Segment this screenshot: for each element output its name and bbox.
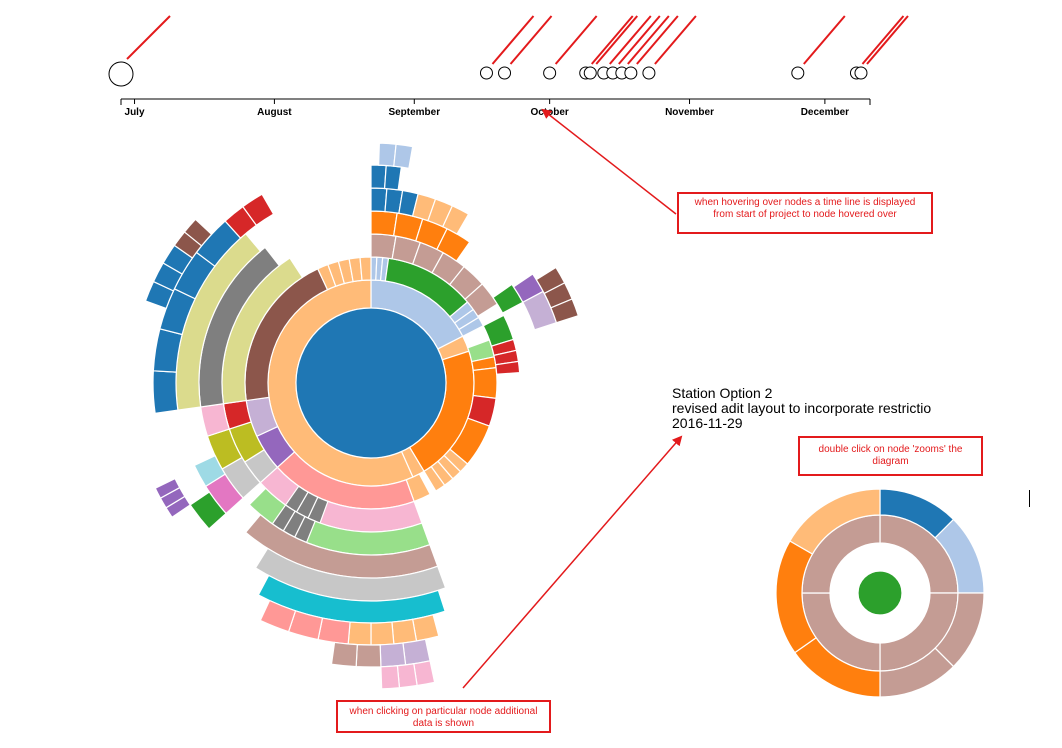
timeline-tick-label: December bbox=[801, 107, 849, 118]
timeline-event-flag bbox=[654, 15, 697, 65]
sunburst-node[interactable] bbox=[152, 370, 179, 415]
timeline-event[interactable] bbox=[606, 15, 661, 80]
sunburst-node[interactable] bbox=[391, 618, 418, 645]
sunburst-node[interactable] bbox=[379, 642, 407, 668]
timeline-tick-label: August bbox=[257, 107, 292, 118]
timeline-tick-label: November bbox=[665, 107, 714, 118]
sunburst-node[interactable] bbox=[494, 360, 521, 375]
arrow-click bbox=[462, 435, 683, 689]
sunburst-node[interactable] bbox=[458, 316, 485, 338]
text-cursor bbox=[1029, 490, 1030, 507]
timeline-event-marker[interactable] bbox=[108, 61, 134, 87]
sunburst-node[interactable] bbox=[370, 187, 388, 213]
sunburst-node[interactable] bbox=[259, 599, 297, 633]
sunburst-node[interactable] bbox=[377, 142, 397, 167]
sunburst-node[interactable] bbox=[370, 164, 387, 190]
sunburst-node[interactable] bbox=[396, 663, 418, 689]
timeline-events bbox=[108, 15, 909, 87]
timeline-event[interactable] bbox=[642, 15, 697, 80]
timeline-event-flag bbox=[491, 15, 535, 65]
sunburst-node[interactable] bbox=[347, 621, 372, 646]
timeline-ticks: July August September October November Decemb… bbox=[125, 99, 849, 118]
timeline-event-marker[interactable] bbox=[624, 66, 638, 80]
sunburst-node[interactable] bbox=[317, 617, 351, 645]
sunburst-main[interactable] bbox=[144, 142, 580, 690]
timeline-event-flag bbox=[554, 15, 598, 65]
node-info-title: Station Option 2 bbox=[672, 385, 773, 401]
node-info-description: revised adit layout to incorporate restr… bbox=[672, 400, 931, 416]
timeline-event-flag bbox=[595, 15, 639, 65]
timeline-event-flag bbox=[861, 15, 905, 65]
node-info-date: 2016-11-29 bbox=[672, 415, 743, 431]
timeline-event[interactable] bbox=[597, 15, 652, 80]
timeline: July August September October November Decemb… bbox=[108, 15, 909, 118]
timeline-event-flag bbox=[609, 15, 652, 65]
timeline-event-marker[interactable] bbox=[642, 66, 656, 80]
sunburst-node[interactable] bbox=[383, 164, 403, 191]
sunburst-node[interactable] bbox=[411, 614, 440, 642]
timeline-event[interactable] bbox=[498, 15, 553, 80]
timeline-event-flag bbox=[126, 15, 171, 60]
sunburst-node[interactable] bbox=[423, 465, 446, 492]
timeline-event-marker[interactable] bbox=[479, 66, 493, 80]
timeline-event[interactable] bbox=[854, 15, 909, 80]
timeline-event-marker[interactable] bbox=[543, 66, 557, 80]
timeline-event-marker[interactable] bbox=[854, 66, 868, 80]
sunburst-node[interactable] bbox=[441, 204, 470, 235]
timeline-event-marker[interactable] bbox=[498, 66, 512, 80]
zoom-root-node[interactable] bbox=[857, 570, 903, 616]
annotation-dblclick: double click on node 'zooms' the diagram bbox=[798, 436, 983, 476]
sunburst-node[interactable] bbox=[464, 283, 499, 318]
timeline-event-flag bbox=[509, 15, 553, 65]
timeline-event-flag bbox=[618, 15, 661, 65]
sunburst-node[interactable] bbox=[472, 366, 498, 400]
timeline-event[interactable] bbox=[615, 15, 670, 80]
sunburst-node[interactable] bbox=[242, 193, 275, 227]
timeline-tick-label: September bbox=[388, 107, 440, 118]
annotation-click: when clicking on particular node additio… bbox=[336, 700, 551, 733]
annotation-arrows bbox=[462, 108, 683, 689]
sunburst-zoomed[interactable] bbox=[775, 486, 985, 698]
sunburst-node[interactable] bbox=[193, 454, 226, 488]
arrow-hover bbox=[541, 108, 677, 215]
timeline-event-flag bbox=[590, 15, 634, 65]
timeline-event-flag bbox=[866, 15, 909, 65]
sunburst-node[interactable] bbox=[370, 621, 395, 646]
timeline-event-marker[interactable] bbox=[791, 66, 805, 80]
sunburst-node[interactable] bbox=[370, 210, 398, 237]
timeline-event-flag bbox=[627, 15, 670, 65]
timeline-tick-label: July bbox=[125, 107, 145, 118]
sunburst-node[interactable] bbox=[330, 641, 358, 668]
zoom-node[interactable] bbox=[789, 488, 881, 555]
timeline-event[interactable] bbox=[791, 15, 846, 80]
timeline-event[interactable] bbox=[543, 15, 598, 80]
sunburst-node[interactable] bbox=[359, 256, 372, 282]
sunburst-node[interactable] bbox=[355, 644, 382, 668]
sunburst-root-node[interactable] bbox=[295, 307, 447, 459]
timeline-event-flag bbox=[803, 15, 846, 65]
timeline-event[interactable] bbox=[108, 15, 171, 87]
timeline-tick-label: October bbox=[530, 107, 568, 118]
sunburst-node[interactable] bbox=[393, 143, 414, 170]
annotation-hover: when hovering over nodes a time line is … bbox=[677, 192, 933, 234]
sunburst-node[interactable] bbox=[183, 218, 213, 247]
sunburst-node[interactable] bbox=[380, 665, 401, 690]
node-info: Station Option 2 revised adit layout to … bbox=[672, 385, 931, 431]
timeline-event[interactable] bbox=[624, 15, 679, 80]
timeline-event[interactable] bbox=[479, 15, 535, 80]
timeline-event-flag bbox=[636, 15, 679, 65]
timeline-event-marker[interactable] bbox=[583, 66, 597, 80]
sunburst-node[interactable] bbox=[154, 477, 181, 499]
sunburst-node[interactable] bbox=[550, 298, 580, 324]
timeline-event[interactable] bbox=[583, 15, 639, 80]
sunburst-node[interactable] bbox=[189, 491, 227, 530]
